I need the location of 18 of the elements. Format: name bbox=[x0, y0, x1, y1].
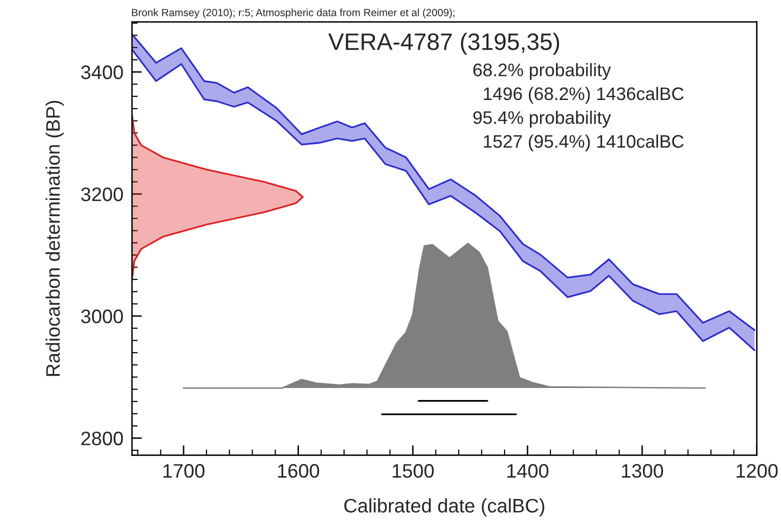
x-tick-label: 1500 bbox=[392, 464, 434, 478]
y-tick-label: 3000 bbox=[81, 310, 123, 324]
annotation: 1496 (68.2%) 1436calBC bbox=[484, 86, 684, 104]
y-axis-title: Radiocarbon determination (BP) bbox=[46, 100, 64, 376]
x-tick-label: 1700 bbox=[163, 464, 204, 478]
chart-title: VERA-4787 (3195,35) bbox=[328, 32, 560, 55]
text: Bronk Ramsey (2010); r:5; Atmospheric data from Reimer et al (2009); bbox=[132, 8, 454, 18]
x-tick-label: 1300 bbox=[622, 464, 664, 478]
x-tick-label: 1400 bbox=[507, 464, 548, 478]
x-axis-title: Calibrated date (calBC) bbox=[344, 498, 544, 516]
annotation: 1527 (95.4%) 1410calBC bbox=[484, 134, 684, 152]
x-tick-label: 1200 bbox=[736, 464, 778, 478]
x-tick-label: 1600 bbox=[278, 464, 320, 478]
annotation: 95.4% probability bbox=[473, 110, 611, 128]
y-tick-label: 3200 bbox=[81, 187, 123, 202]
y-tick-label: 3400 bbox=[81, 65, 123, 80]
annotation: 68.2% probability bbox=[473, 63, 611, 80]
y-tick-label: 2800 bbox=[81, 432, 123, 446]
